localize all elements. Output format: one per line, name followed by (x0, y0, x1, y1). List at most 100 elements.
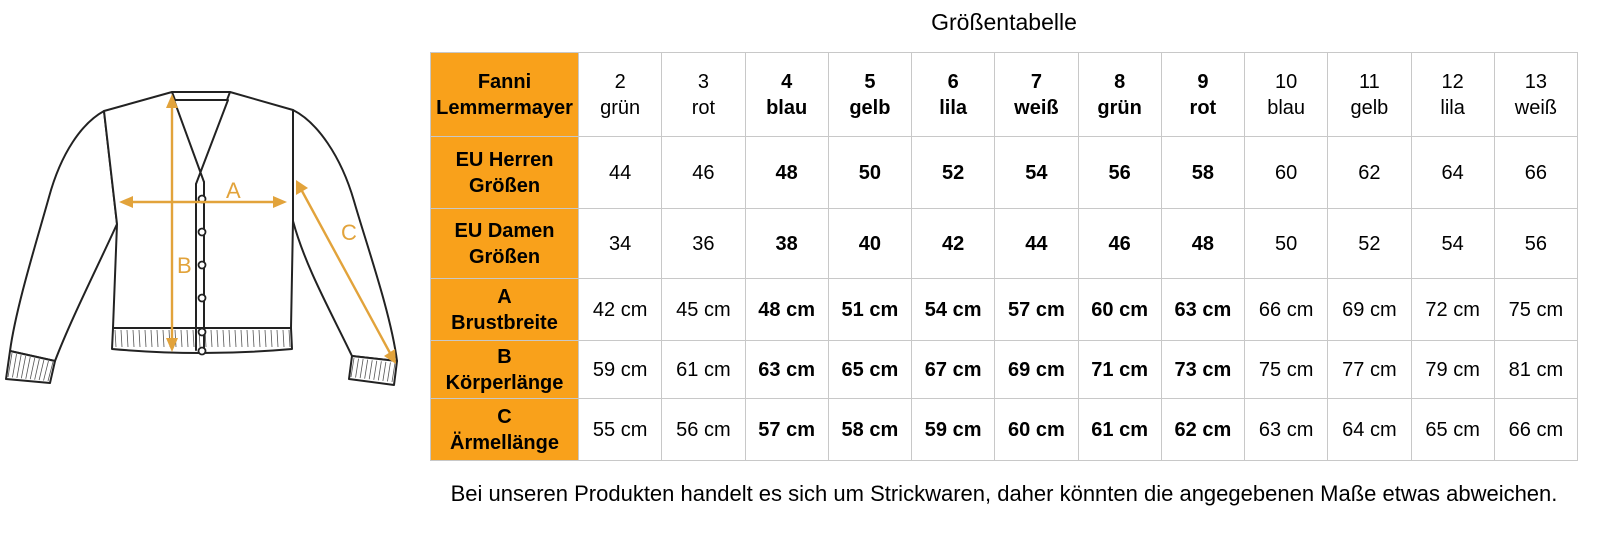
col-header-size-9: 9 rot (1160, 52, 1246, 137)
right-sleeve (292, 109, 398, 362)
measure-c-label: C (341, 220, 357, 245)
table-row-eu-damen-groessen: EU Damen Größen 34 36 38 40 42 44 46 48 50 52 54 56 (430, 208, 1579, 279)
row-header-eu-herren-groessen: EU Herren Größen (430, 136, 579, 209)
cell-c-aermellaenge-size-6: 59 cm (910, 398, 996, 461)
col-header-size-5: 5 gelb (827, 52, 913, 137)
cell-b-koerperlaenge-size-9: 73 cm (1160, 340, 1246, 399)
cell-a-brustbreite-size-11: 69 cm (1327, 278, 1412, 341)
cell-eu-herren-groessen-size-5: 50 (827, 136, 913, 209)
cell-eu-herren-groessen-size-12: 64 (1410, 136, 1495, 209)
measure-b-arrow (166, 94, 178, 352)
cell-a-brustbreite-size-5: 51 cm (827, 278, 913, 341)
cell-a-brustbreite-size-13: 75 cm (1493, 278, 1579, 341)
cell-eu-damen-groessen-size-2: 34 (577, 208, 663, 279)
cell-b-koerperlaenge-size-13: 81 cm (1493, 340, 1579, 399)
cell-eu-herren-groessen-size-6: 52 (910, 136, 996, 209)
table-row-a-brustbreite: A Brustbreite 42 cm 45 cm 48 cm 51 cm 54 cm 57 … (430, 278, 1579, 341)
col-header-size-12: 12 lila (1410, 52, 1495, 137)
cell-b-koerperlaenge-size-5: 65 cm (827, 340, 913, 399)
cell-eu-herren-groessen-size-11: 62 (1327, 136, 1412, 209)
brand-header-cell: Fanni Lemmermayer (430, 52, 579, 137)
cell-eu-herren-groessen-size-8: 56 (1077, 136, 1162, 209)
table-row-eu-herren-groessen: EU Herren Größen 44 46 48 50 52 54 56 58 60 62 64 66 (430, 136, 1579, 209)
cell-b-koerperlaenge-size-6: 67 cm (910, 340, 996, 399)
buttons (197, 194, 207, 356)
col-header-size-11: 11 gelb (1327, 52, 1412, 137)
cell-c-aermellaenge-size-12: 65 cm (1410, 398, 1495, 461)
cell-eu-damen-groessen-size-5: 40 (827, 208, 913, 279)
cell-b-koerperlaenge-size-3: 61 cm (661, 340, 746, 399)
col-header-size-7: 7 weiß (994, 52, 1079, 137)
front-placket-left (173, 99, 205, 351)
row-header-b-koerperlaenge: B Körperlänge (430, 340, 579, 399)
measure-a-label: A (226, 178, 241, 203)
header-row: Fanni Lemmermayer 2 grün 3 rot 4 blau 5 gelb 6 li… (430, 52, 1579, 137)
cell-c-aermellaenge-size-11: 64 cm (1327, 398, 1412, 461)
button (197, 260, 207, 270)
left-cuff-ribbing (7, 352, 54, 382)
cell-b-koerperlaenge-size-4: 63 cm (744, 340, 829, 399)
brand-line1: Fanni (477, 70, 532, 93)
cell-eu-herren-groessen-size-9: 58 (1160, 136, 1246, 209)
row-header-a-brustbreite: A Brustbreite (430, 278, 579, 341)
cell-eu-damen-groessen-size-11: 52 (1327, 208, 1412, 279)
cell-eu-damen-groessen-size-13: 56 (1493, 208, 1579, 279)
cell-a-brustbreite-size-10: 66 cm (1243, 278, 1329, 341)
cardigan-diagram: A B C (5, 91, 398, 386)
cell-c-aermellaenge-size-3: 56 cm (661, 398, 746, 461)
cell-a-brustbreite-size-3: 45 cm (661, 278, 746, 341)
cell-eu-herren-groessen-size-2: 44 (577, 136, 663, 209)
cell-b-koerperlaenge-size-8: 71 cm (1077, 340, 1162, 399)
cell-a-brustbreite-size-2: 42 cm (577, 278, 663, 341)
cell-eu-damen-groessen-size-4: 38 (744, 208, 829, 279)
cardigan-body (103, 91, 294, 354)
cell-a-brustbreite-size-4: 48 cm (744, 278, 829, 341)
table-row-c-aermellaenge: C Ärmellänge 55 cm 56 cm 57 cm 58 cm 59 cm 60 c… (430, 398, 1579, 461)
size-table: Fanni Lemmermayer 2 grün 3 rot 4 blau 5 gelb 6 li… (430, 52, 1579, 461)
cell-b-koerperlaenge-size-7: 69 cm (994, 340, 1079, 399)
cell-eu-damen-groessen-size-10: 50 (1243, 208, 1329, 279)
right-cuff-ribbing (350, 357, 396, 383)
cell-eu-herren-groessen-size-3: 46 (661, 136, 746, 209)
brand-line2: Lemmermayer (436, 96, 573, 119)
cell-eu-herren-groessen-size-4: 48 (744, 136, 829, 209)
cell-b-koerperlaenge-size-12: 79 cm (1410, 340, 1495, 399)
cell-eu-damen-groessen-size-8: 46 (1077, 208, 1162, 279)
cell-eu-herren-groessen-size-7: 54 (994, 136, 1079, 209)
cell-b-koerperlaenge-size-10: 75 cm (1243, 340, 1329, 399)
button (197, 293, 207, 303)
left-cuff (5, 350, 56, 384)
cell-c-aermellaenge-size-10: 63 cm (1243, 398, 1329, 461)
col-header-size-4: 4 blau (744, 52, 829, 137)
cell-a-brustbreite-size-8: 60 cm (1077, 278, 1162, 341)
cell-c-aermellaenge-size-4: 57 cm (744, 398, 829, 461)
col-header-size-13: 13 weiß (1493, 52, 1579, 137)
col-header-size-3: 3 rot (661, 52, 746, 137)
button (197, 327, 207, 337)
measure-c-arrow (296, 180, 396, 364)
cell-eu-damen-groessen-size-3: 36 (661, 208, 746, 279)
cell-a-brustbreite-size-6: 54 cm (910, 278, 996, 341)
measure-a-arrow (119, 196, 287, 208)
row-header-eu-damen-groessen: EU Damen Größen (430, 208, 579, 279)
collar (171, 91, 231, 101)
cell-c-aermellaenge-size-2: 55 cm (577, 398, 663, 461)
cell-eu-damen-groessen-size-12: 54 (1410, 208, 1495, 279)
page-title: Größentabelle (931, 9, 1077, 35)
cell-eu-damen-groessen-size-7: 44 (994, 208, 1079, 279)
cell-eu-damen-groessen-size-9: 48 (1160, 208, 1246, 279)
button (197, 227, 207, 237)
button (197, 346, 207, 356)
col-header-size-10: 10 blau (1243, 52, 1329, 137)
cell-c-aermellaenge-size-13: 66 cm (1493, 398, 1579, 461)
cell-c-aermellaenge-size-9: 62 cm (1160, 398, 1246, 461)
col-header-size-8: 8 grün (1077, 52, 1162, 137)
cell-a-brustbreite-size-12: 72 cm (1410, 278, 1495, 341)
col-header-size-2: 2 grün (577, 52, 663, 137)
left-sleeve (9, 110, 118, 362)
cell-eu-herren-groessen-size-13: 66 (1493, 136, 1579, 209)
cell-eu-damen-groessen-size-6: 42 (910, 208, 996, 279)
measure-b-label: B (177, 253, 192, 278)
row-header-c-aermellaenge: C Ärmellänge (430, 398, 579, 461)
